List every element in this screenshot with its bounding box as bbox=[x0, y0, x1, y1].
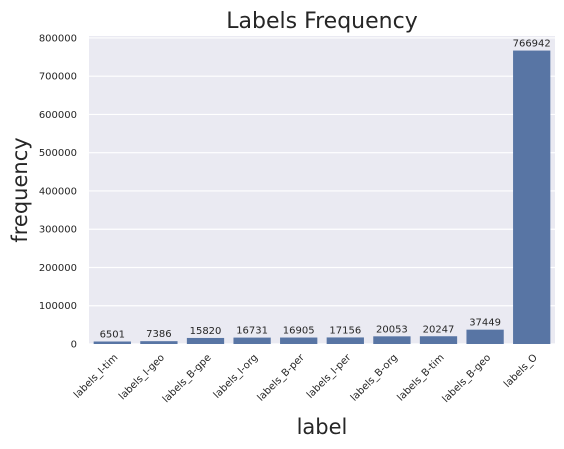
y-tick-label: 400000 bbox=[39, 186, 77, 197]
data-label: 37449 bbox=[469, 318, 501, 329]
bar-labels_I-tim bbox=[93, 341, 131, 344]
x-axis-ticks: labels_I-timlabels_I-geolabels_B-gpelabe… bbox=[72, 352, 540, 405]
bar-labels_B-org bbox=[373, 336, 411, 344]
y-tick-label: 600000 bbox=[39, 110, 77, 121]
bar-labels_I-org bbox=[233, 337, 271, 344]
x-tick-label: labels_I-tim bbox=[72, 352, 120, 400]
x-tick-label: labels_B-geo bbox=[441, 352, 494, 405]
bars bbox=[93, 50, 551, 345]
bar-labels_B-tim bbox=[419, 336, 458, 344]
x-tick-label: labels_B-per bbox=[256, 352, 308, 404]
y-tick-label: 200000 bbox=[39, 263, 77, 274]
bar-labels_B-geo bbox=[466, 329, 504, 344]
chart-title: Labels Frequency bbox=[226, 9, 417, 34]
data-label: 16731 bbox=[236, 326, 268, 337]
y-tick-label: 300000 bbox=[39, 225, 77, 236]
data-label: 7386 bbox=[146, 329, 171, 340]
data-label: 6501 bbox=[100, 330, 125, 341]
plot-area bbox=[89, 36, 555, 344]
x-tick-label: labels_I-per bbox=[305, 352, 354, 401]
y-tick-label: 100000 bbox=[39, 301, 77, 312]
bar-labels_I-geo bbox=[140, 341, 178, 344]
x-tick-label: labels_I-geo bbox=[117, 352, 167, 402]
x-tick-label: labels_B-gpe bbox=[161, 352, 214, 405]
data-label: 20247 bbox=[423, 324, 455, 335]
x-tick-label: labels_I-org bbox=[212, 352, 260, 400]
data-label: 15820 bbox=[190, 326, 222, 337]
data-label: 766942 bbox=[513, 39, 551, 50]
x-tick-label: labels_B-org bbox=[349, 352, 400, 403]
y-axis-label: frequency bbox=[8, 137, 32, 242]
x-tick-label: labels_O bbox=[502, 352, 540, 390]
bar-labels_O bbox=[513, 50, 551, 345]
y-axis-ticks: 0 100000 200000 300000 400000 500000 600000 700… bbox=[39, 33, 77, 350]
data-label: 17156 bbox=[329, 325, 361, 336]
data-label: 20053 bbox=[376, 324, 408, 335]
y-tick-label: 700000 bbox=[39, 72, 77, 83]
y-tick-label: 0 bbox=[71, 340, 77, 351]
y-tick-label: 500000 bbox=[39, 148, 77, 159]
x-tick-label: labels_B-tim bbox=[395, 352, 446, 403]
data-labels: 6501 7386 15820 16731 16905 17156 20053 20247 37… bbox=[100, 39, 551, 341]
data-label: 16905 bbox=[283, 326, 315, 337]
bar-labels_B-gpe bbox=[186, 337, 225, 344]
y-tick-label: 800000 bbox=[39, 33, 77, 44]
grid-lines bbox=[89, 37, 555, 345]
bar-labels_I-per bbox=[326, 337, 364, 344]
bar-labels_B-per bbox=[280, 337, 318, 344]
x-axis-label: label bbox=[297, 415, 348, 439]
